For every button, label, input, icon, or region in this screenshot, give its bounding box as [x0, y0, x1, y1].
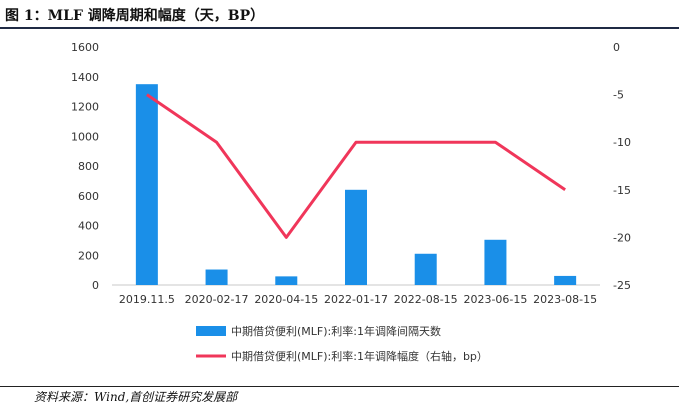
right-tick-label: -15	[613, 184, 631, 197]
right-tick-label: -5	[613, 89, 624, 102]
legend-bar-label: 中期借贷便利(MLF):利率:1年调降间隔天数	[231, 324, 441, 338]
title-divider	[0, 27, 679, 29]
right-tick-label: 0	[613, 41, 620, 54]
legend: 中期借贷便利(MLF):利率:1年调降间隔天数中期借贷便利(MLF):利率:1年…	[196, 324, 488, 363]
figure-title: 图 1：MLF 调降周期和幅度（天，BP）	[5, 8, 265, 24]
left-tick-label: 1200	[71, 101, 99, 114]
combo-chart: 0 200 400 600 800 1000 1200 1400 1600 0 -5 -10 -15 -…	[71, 41, 631, 363]
line-series	[146, 93, 566, 239]
bar-2023-06-15	[484, 239, 507, 285]
x-tick-label: 2020-02-17	[185, 293, 249, 306]
left-axis-ticks: 0 200 400 600 800 1000 1200 1400 1600	[71, 41, 99, 292]
bar-2020-02-17	[205, 269, 228, 285]
source-note: 资料来源：Wind,首创证券研究发展部	[34, 390, 238, 404]
bar-2023-08-15	[554, 275, 577, 285]
bar-2020-04-15	[275, 276, 298, 285]
left-tick-label: 200	[78, 249, 99, 262]
right-tick-label: -25	[613, 279, 631, 292]
left-tick-label: 1400	[71, 71, 99, 84]
right-tick-label: -20	[613, 231, 631, 244]
right-tick-label: -10	[613, 136, 631, 149]
legend-bar-swatch	[196, 326, 226, 336]
bar-2019.11.5	[135, 84, 158, 285]
x-tick-label: 2022-01-17	[324, 293, 388, 306]
footer-divider	[0, 386, 679, 387]
right-axis-ticks: 0 -5 -10 -15 -20 -25	[613, 41, 631, 292]
x-tick-label: 2022-08-15	[394, 293, 458, 306]
x-axis-ticks: 2019.11.5 2020-02-17 2020-04-15 2022-01-17 2…	[119, 293, 597, 306]
left-tick-label: 1600	[71, 41, 99, 54]
x-tick-label: 2020-04-15	[254, 293, 318, 306]
bar-series	[135, 84, 577, 285]
bar-2022-01-17	[345, 189, 367, 285]
bar-2022-08-15	[414, 253, 437, 285]
left-tick-label: 1000	[71, 130, 99, 143]
left-tick-label: 400	[78, 220, 99, 233]
x-tick-label: 2023-06-15	[463, 293, 527, 306]
x-tick-label: 2023-08-15	[533, 293, 597, 306]
x-tick-label: 2019.11.5	[119, 293, 175, 306]
legend-line-label: 中期借贷便利(MLF):利率:1年调降幅度（右轴，bp）	[231, 349, 488, 363]
left-tick-label: 600	[78, 190, 99, 203]
left-tick-label: 0	[92, 279, 99, 292]
left-tick-label: 800	[78, 160, 99, 173]
